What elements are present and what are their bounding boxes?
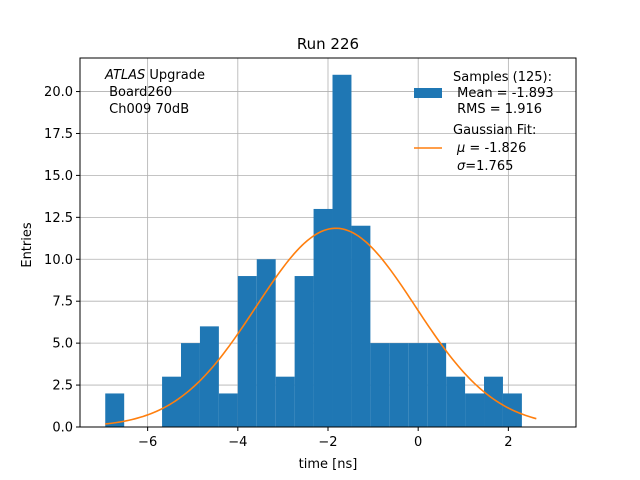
y-tick-label-6: 15.0	[44, 169, 73, 184]
histogram-bar-9	[275, 376, 295, 427]
legend-fit-sigma: σ=1.765	[457, 159, 513, 174]
y-tick-label-7: 17.5	[44, 127, 73, 142]
histogram-bar-4	[181, 343, 200, 427]
histogram-bar-6	[218, 393, 238, 427]
legend-mu-value: = -1.826	[465, 141, 526, 156]
x-tick-label-2: −2	[318, 435, 337, 450]
x-axis-label: time [ns]	[299, 457, 358, 472]
atlas-annotation: ATLAS Upgrade Board260 Ch009 70dB	[104, 68, 205, 117]
y-tick-label-2: 5.0	[52, 337, 73, 352]
y-tick-label-3: 7.5	[52, 295, 73, 310]
x-tick-label-4: 2	[504, 435, 512, 450]
histogram-bar-11	[313, 208, 333, 427]
histogram-bar-10	[294, 276, 314, 427]
axis-ticks: −6 −4 −2 0 20.02.55.07.510.012.515.017.520.0	[44, 85, 512, 450]
legend-mu-symbol: μ	[456, 141, 465, 156]
y-tick-label-8: 20.0	[44, 85, 73, 100]
histogram-bar-19	[465, 393, 485, 427]
legend-sigma-symbol: σ	[457, 159, 466, 174]
y-axis-label: Entries	[20, 222, 35, 268]
annotation-line-3: Ch009 70dB	[105, 102, 189, 117]
legend: Samples (125): Mean = -1.893 RMS = 1.916…	[414, 70, 554, 174]
x-tick-label-0: −6	[138, 435, 157, 450]
legend-samples-title: Samples (125):	[453, 70, 552, 85]
histogram-bar-0	[105, 393, 125, 427]
gaussian-fit-curve	[105, 227, 537, 425]
histogram-bar-8	[256, 259, 276, 427]
fit-curve-group	[105, 227, 537, 425]
histogram-bar-20	[484, 376, 503, 427]
histogram-bar-16	[408, 343, 428, 427]
y-tick-label-4: 10.0	[44, 253, 73, 268]
x-tick-label-3: 0	[414, 435, 422, 450]
y-tick-label-0: 0.0	[52, 421, 73, 436]
histogram-bar-7	[237, 276, 257, 427]
chart-title: Run 226	[297, 35, 359, 53]
legend-sigma-value: =1.765	[465, 159, 513, 174]
legend-samples-rms: RMS = 1.916	[453, 102, 542, 117]
annotation-atlas: ATLAS	[104, 68, 145, 83]
annotation-line-1: ATLAS Upgrade	[104, 68, 205, 83]
histogram-bar-3	[162, 376, 182, 427]
annotation-upgrade: Upgrade	[145, 68, 205, 83]
histogram-bar-13	[351, 225, 371, 427]
histogram-bar-5	[199, 326, 219, 427]
histogram-bar-12	[332, 74, 352, 427]
histogram-bar-17	[427, 343, 447, 427]
histogram-bar-18	[446, 376, 466, 427]
histogram-bar-15	[389, 343, 409, 427]
y-tick-label-1: 2.5	[52, 379, 73, 394]
histogram-bar-14	[370, 343, 390, 427]
x-tick-label-1: −4	[228, 435, 247, 450]
legend-samples-swatch	[414, 88, 442, 98]
annotation-line-2: Board260	[105, 85, 172, 100]
y-tick-label-5: 12.5	[44, 211, 73, 226]
legend-fit-mu: μ = -1.826	[456, 141, 526, 156]
legend-samples-mean: Mean = -1.893	[453, 86, 554, 101]
legend-fit-title: Gaussian Fit:	[453, 123, 536, 138]
